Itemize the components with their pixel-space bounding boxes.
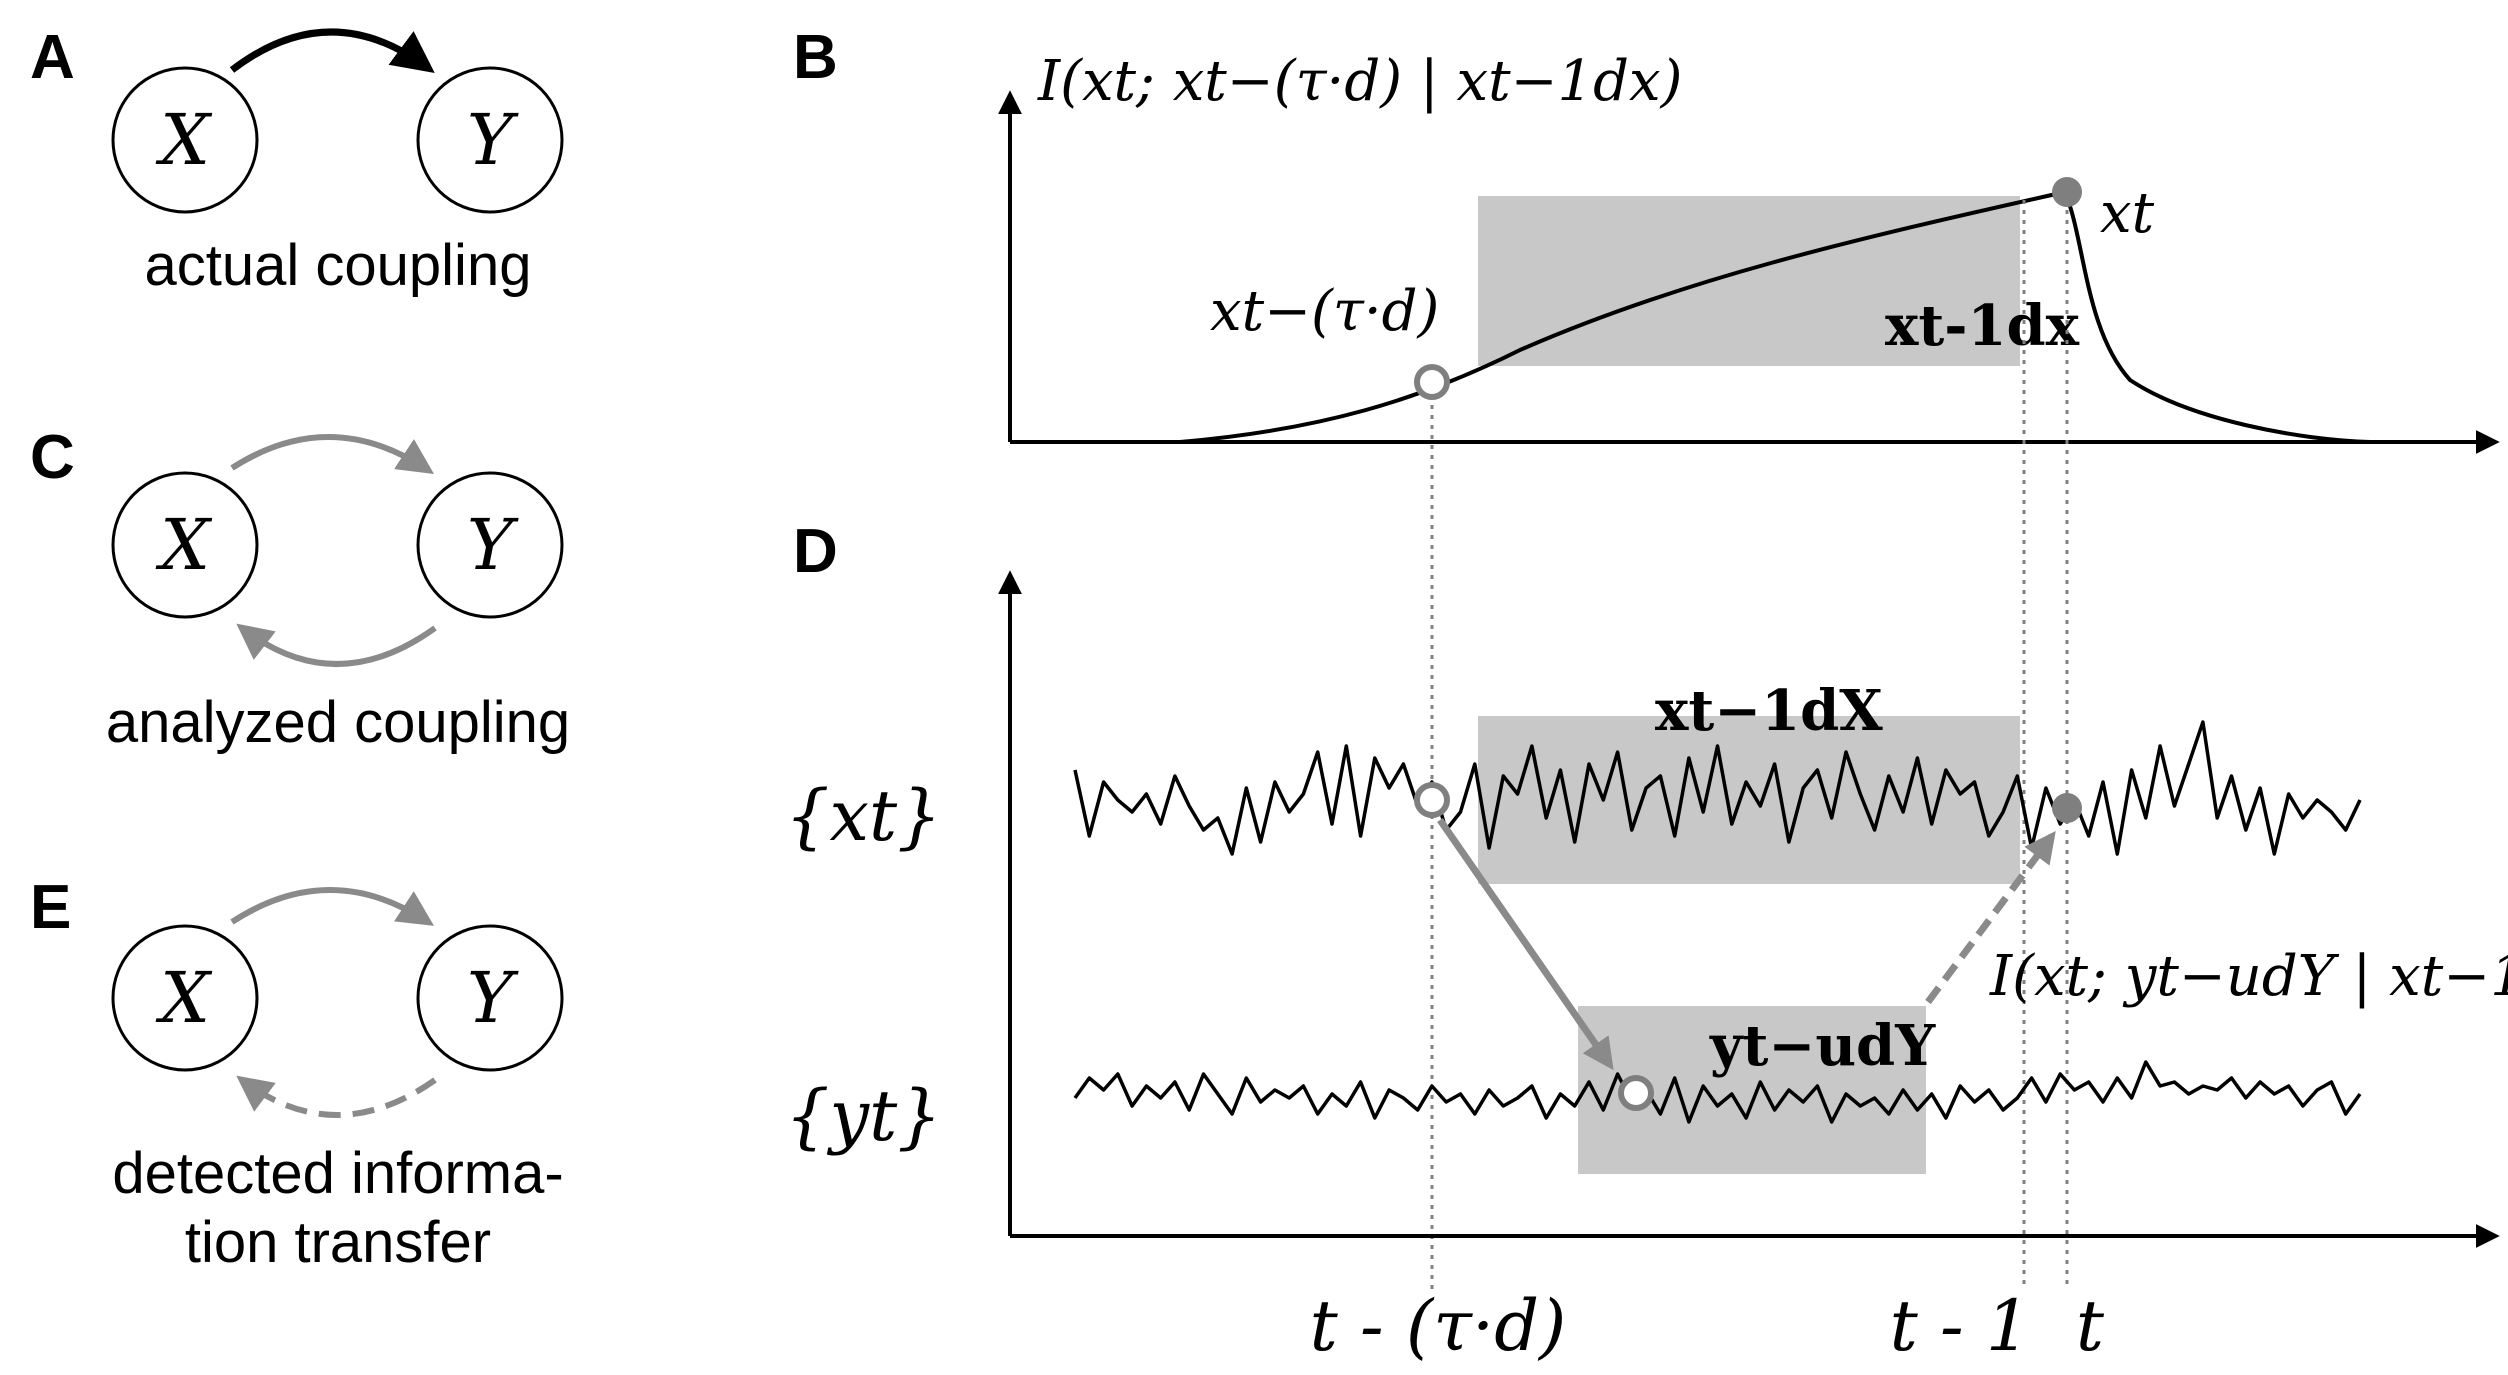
panel-d-letter: D (793, 517, 838, 586)
node-y (416, 66, 564, 214)
panel-c: C X Y analyzed coupling (30, 423, 570, 755)
node-y (416, 924, 564, 1072)
causal-arrow-x-to-y (229, 28, 435, 74)
embedding-label-x: xt−1dX (1655, 678, 1883, 744)
series-y-line (1073, 1060, 2362, 1124)
present-x-marker (2052, 793, 2082, 823)
past-x-marker (1414, 782, 1450, 818)
panel-e-letter: E (30, 873, 71, 942)
past-point-label: xt−(τ·d) (1210, 279, 1439, 344)
node-x-label: X (155, 504, 213, 586)
transfer-entropy-label: I(xt; yt−udY | xt−1dX) (1989, 944, 2508, 1009)
panel-e-caption-line2: tion transfer (185, 1210, 491, 1275)
gray-arrow-x-to-y (230, 887, 435, 926)
node-y (416, 471, 564, 619)
panel-e: E X Y detected informa- tion transfer (30, 873, 564, 1275)
embedding-shade-x (1478, 716, 2020, 884)
embedding-label-y: yt−udY (1709, 1013, 1936, 1079)
node-y-label: Y (467, 957, 519, 1039)
panel-a-letter: A (30, 23, 75, 92)
tick-label-past: t - (τ·d) (1310, 1285, 1567, 1367)
transfer-arrow-x-to-y (1437, 818, 1614, 1071)
node-x-label: X (155, 957, 213, 1039)
node-x (111, 66, 259, 214)
node-y-label: Y (467, 504, 519, 586)
node-x (111, 924, 259, 1072)
node-y-label: Y (467, 99, 519, 181)
past-point-marker (1414, 364, 1450, 400)
tick-label-prev: t - 1 (1890, 1285, 2031, 1367)
panel-b-ylabel: I(xt; xt−(τ·d) | xt−1dx) (1037, 49, 1682, 114)
dashed-arrow-y-to-x (236, 1075, 437, 1118)
panel-c-letter: C (30, 423, 75, 492)
panel-b-letter: B (793, 23, 838, 92)
gray-arrow-x-to-y (230, 434, 435, 474)
present-point-label: xt (2100, 181, 2155, 246)
panel-e-caption-line1: detected informa- (112, 1141, 563, 1206)
dashed-arrow-to-present (1925, 830, 2056, 1005)
series-x-line (1073, 720, 2362, 856)
panel-d: D {xt} {yt} xt−1dX yt−udY I(xt; yt−udY |… (785, 517, 2508, 1367)
series-y-label: {yt} (785, 1075, 942, 1157)
series-x-label: {xt} (785, 775, 942, 857)
node-x-label: X (155, 99, 213, 181)
tick-label-now: t (2076, 1285, 2105, 1367)
embedding-label-b: xt-1dx (1885, 293, 2080, 359)
time-guides (1430, 200, 2069, 1290)
node-x (111, 471, 259, 619)
panel-a: A X Y actual coupling (30, 23, 564, 298)
gray-arrow-y-to-x (236, 623, 437, 667)
panel-c-caption: analyzed coupling (106, 690, 570, 755)
panel-b: B I(xt; xt−(τ·d) | xt−1dx) xt−(τ·d) xt x… (793, 23, 2500, 454)
present-point-marker (2052, 177, 2082, 207)
past-y-marker (1618, 1075, 1654, 1111)
panel-a-caption: actual coupling (145, 233, 532, 298)
